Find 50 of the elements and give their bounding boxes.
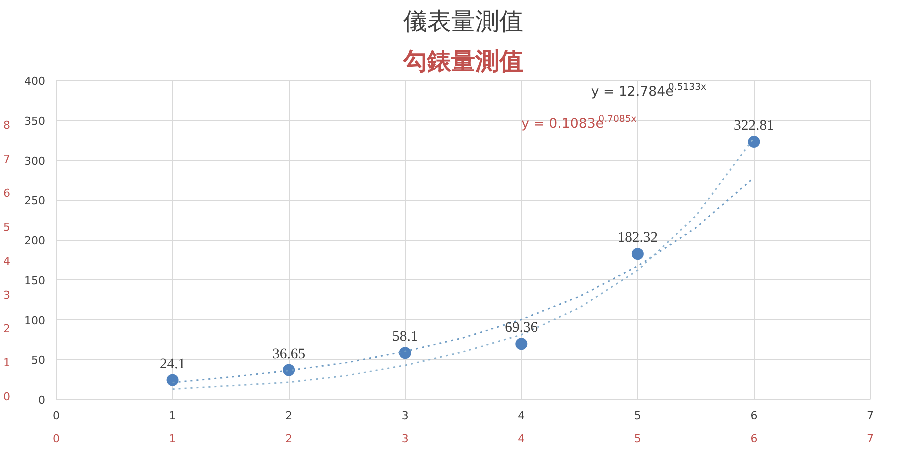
y2-tick-label: 6: [4, 186, 10, 200]
y2-tick-label: 7: [4, 153, 10, 166]
x-tick-label: 1: [169, 410, 176, 422]
x2-tick-label: 2: [286, 432, 293, 446]
y2-tick-label: 3: [4, 288, 10, 302]
point: [283, 364, 296, 376]
y-tick-label: 50: [32, 354, 46, 368]
point: [748, 136, 760, 148]
data-label: 182.32: [618, 230, 658, 246]
y2-tick-label: 4: [4, 254, 10, 268]
x2-tick-label: 3: [402, 432, 409, 446]
x2-tick-label: 1: [169, 432, 176, 446]
y-tick-label: 150: [24, 274, 46, 288]
y-tick-label: 300: [24, 154, 46, 168]
x-tick-label: 3: [402, 410, 409, 422]
x2-tick-label: 7: [867, 432, 874, 446]
data-label: 24.1: [160, 356, 186, 372]
data-label: 322.81: [734, 118, 774, 134]
x-tick-label: 2: [286, 410, 293, 422]
y-tick-label: 350: [24, 114, 46, 128]
y2-tick-label: 8: [4, 119, 10, 132]
data-label: 36.65: [272, 346, 306, 362]
annotation: y = 0.1083e0.7085x: [522, 114, 638, 132]
point: [166, 374, 179, 386]
x-tick-label: 7: [867, 410, 874, 422]
x2-tick-label: 0: [53, 432, 60, 446]
y-tick-label: 250: [24, 194, 46, 208]
point: [632, 248, 644, 260]
x2-tick-label: 6: [750, 432, 758, 446]
x2-tick-label: 4: [518, 432, 526, 446]
y-tick-label: 100: [24, 314, 46, 328]
y2-tick-label: 5: [4, 220, 10, 234]
y2-tick-label: 1: [4, 356, 10, 370]
point: [516, 338, 528, 350]
data-label: 58.1: [392, 329, 418, 346]
y-tick-label: 200: [24, 234, 46, 248]
x-tick-label: 0: [53, 410, 60, 422]
chart-title: 儀表量測值: [404, 8, 524, 36]
x2-tick-label: 5: [634, 432, 642, 446]
x-tick-label: 5: [634, 410, 642, 422]
annotation: y = 12.784e0.5133x: [591, 82, 708, 100]
data-label: 69.36: [505, 320, 538, 336]
y-tick-label: 0: [38, 394, 46, 407]
y2-tick-label: 0: [4, 390, 10, 404]
chart-subtitle: 勾錶量測值: [402, 48, 524, 76]
point: [399, 347, 412, 360]
x-tick-label: 4: [518, 410, 526, 422]
y2-tick-label: 2: [4, 322, 10, 336]
y-tick-label: 400: [24, 75, 46, 88]
x-tick-label: 6: [750, 410, 758, 422]
